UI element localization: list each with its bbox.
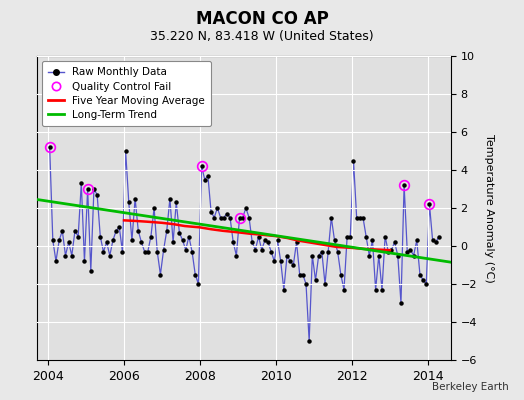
- Legend: Raw Monthly Data, Quality Control Fail, Five Year Moving Average, Long-Term Tren: Raw Monthly Data, Quality Control Fail, …: [42, 61, 211, 126]
- Text: 35.220 N, 83.418 W (United States): 35.220 N, 83.418 W (United States): [150, 30, 374, 43]
- Y-axis label: Temperature Anomaly (°C): Temperature Anomaly (°C): [484, 134, 494, 282]
- Text: MACON CO AP: MACON CO AP: [195, 10, 329, 28]
- Text: Berkeley Earth: Berkeley Earth: [432, 382, 508, 392]
